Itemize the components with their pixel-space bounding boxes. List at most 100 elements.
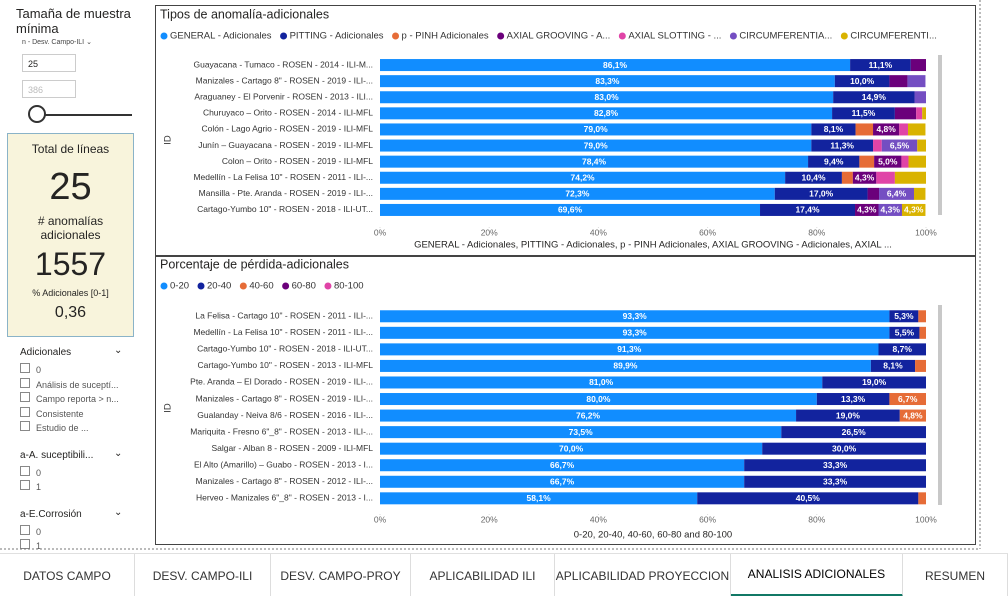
bar-segment — [832, 107, 895, 120]
scrollbar[interactable] — [938, 55, 942, 215]
slicer-item[interactable]: Análisis de suceptí... — [20, 377, 130, 390]
bar-segment — [380, 123, 812, 136]
category-label: Churuyaco – Orito - ROSEN - 2014 - ILI-M… — [203, 108, 373, 118]
slicer-item[interactable]: 0 — [20, 363, 130, 375]
bar-segment — [380, 107, 833, 120]
legend-label: p - PINH Adicionales — [402, 31, 489, 42]
bar-segment — [855, 123, 874, 136]
input-max[interactable]: 386 — [22, 80, 76, 98]
slicer-item[interactable]: 0 — [20, 524, 130, 537]
data-label: 79,0% — [584, 140, 609, 150]
legend-label: 0-20 — [170, 281, 189, 292]
slicer-title: a-A. suceptibili... — [20, 449, 94, 461]
checkbox[interactable] — [20, 524, 30, 535]
category-label: Gualanday - Neiva 8/6 - ROSEN - 2016 - I… — [197, 410, 373, 420]
checkbox[interactable] — [20, 392, 30, 402]
category-label: Manizales - Cartago 8" - ROSEN - 2019 - … — [196, 75, 373, 85]
bar-segment — [380, 492, 698, 505]
category-label: Cartago-Yumbo 10" - ROSEN - 2018 - ILI-U… — [197, 204, 373, 214]
bar-segment — [922, 107, 926, 120]
bar-segment — [841, 171, 853, 184]
bar-segment — [697, 492, 919, 505]
data-label: 26,5% — [842, 427, 867, 437]
data-label: 33,3% — [823, 477, 848, 487]
tab[interactable]: DATOS CAMPO — [0, 554, 135, 596]
bar-segment — [899, 123, 908, 136]
data-label: 19,0% — [862, 377, 887, 387]
bar-segment — [878, 203, 902, 216]
slicer-item[interactable]: Estudio de ... — [20, 421, 130, 433]
card-label: % Adicionales [0-1] — [32, 288, 109, 298]
card-value: 1557 — [34, 246, 107, 282]
scrollbar[interactable] — [938, 305, 942, 505]
data-label: 11,5% — [852, 108, 876, 118]
data-label: 4,3% — [904, 205, 924, 215]
legend-label: 20-40 — [207, 281, 231, 292]
slider-handle[interactable] — [28, 105, 46, 123]
data-label: 70,0% — [559, 443, 584, 453]
bar-segment — [380, 171, 786, 184]
data-label: 91,3% — [617, 344, 642, 354]
tab[interactable]: DESV. CAMPO-ILI — [135, 554, 271, 596]
bar-segment — [889, 393, 926, 406]
bar-segment — [919, 326, 926, 339]
slicer-item[interactable]: 1 — [20, 480, 130, 492]
bar-segment — [889, 326, 920, 339]
checkbox[interactable] — [20, 480, 30, 490]
slicer-item[interactable]: Consistente — [20, 406, 130, 419]
data-label: 14,9% — [862, 92, 887, 102]
data-label: 30,0% — [832, 443, 857, 453]
data-label: 6,7% — [898, 394, 918, 404]
checkbox[interactable] — [20, 421, 30, 431]
tab[interactable]: RESUMEN — [903, 554, 1008, 596]
chart-title: Porcentaje de pérdida-adicionales — [160, 257, 349, 271]
bar-segment — [811, 123, 856, 136]
data-label: 8,1% — [883, 361, 903, 371]
bar-segment — [881, 139, 918, 152]
category-label: Medellín - La Felisa 10" - ROSEN - 2011 … — [193, 327, 373, 337]
bar-segment — [907, 123, 926, 136]
legend-label: AXIAL GROOVING - A... — [507, 31, 611, 42]
dropdown[interactable]: n - Desv. Campo-ILI ⌄ — [22, 39, 92, 46]
tab[interactable]: ANALISIS ADICIONALES — [731, 554, 903, 596]
bar-segment — [917, 139, 926, 152]
data-label: 69,6% — [558, 205, 583, 215]
bar-segment — [867, 187, 880, 200]
bar-segment — [380, 442, 763, 455]
bar-segment — [833, 91, 915, 104]
data-label: 8,7% — [893, 344, 913, 354]
category-label: Junín – Guayacana - ROSEN - 2019 - ILI-M… — [198, 140, 373, 150]
legend-label: CIRCUMFERENTI... — [850, 31, 937, 42]
input-min[interactable]: 25 — [22, 54, 76, 72]
tab[interactable]: APLICABILIDAD ILI — [411, 554, 555, 596]
category-label: Manizales - Cartago 8" - ROSEN - 2012 - … — [196, 476, 373, 486]
bar-segment — [380, 75, 835, 88]
checkbox[interactable] — [20, 406, 30, 417]
slicer-item[interactable]: Campo reporta > n... — [20, 392, 130, 404]
y-axis-title: ID — [163, 403, 174, 413]
data-label: 76,2% — [576, 410, 601, 420]
checkbox[interactable] — [20, 363, 30, 373]
legend-marker — [729, 32, 737, 40]
bar-segment — [910, 59, 926, 72]
data-label: 10,4% — [801, 173, 826, 183]
data-label: 80,0% — [586, 394, 611, 404]
tab[interactable]: DESV. CAMPO-PROY — [271, 554, 411, 596]
slicer-item[interactable]: 0 — [20, 465, 130, 478]
card-value: 25 — [49, 166, 92, 208]
bar-segment — [873, 123, 900, 136]
data-label: 9,4% — [824, 156, 844, 166]
bar-segment — [852, 171, 877, 184]
bar-segment — [914, 91, 926, 104]
checkbox[interactable] — [20, 377, 30, 388]
x-tick-label: 20% — [481, 227, 498, 237]
bar-segment — [744, 475, 926, 488]
legend-marker — [239, 282, 247, 290]
data-label: 93,3% — [623, 311, 648, 321]
checkbox[interactable] — [20, 465, 30, 476]
x-axis-title: 0-20, 20-40, 40-60, 60-80 and 80-100 — [574, 530, 732, 541]
bar-segment — [908, 155, 926, 168]
tab[interactable]: APLICABILIDAD PROYECCION — [555, 554, 731, 596]
card-title: Total de líneas — [31, 142, 110, 156]
data-label: 4,8% — [903, 410, 923, 420]
